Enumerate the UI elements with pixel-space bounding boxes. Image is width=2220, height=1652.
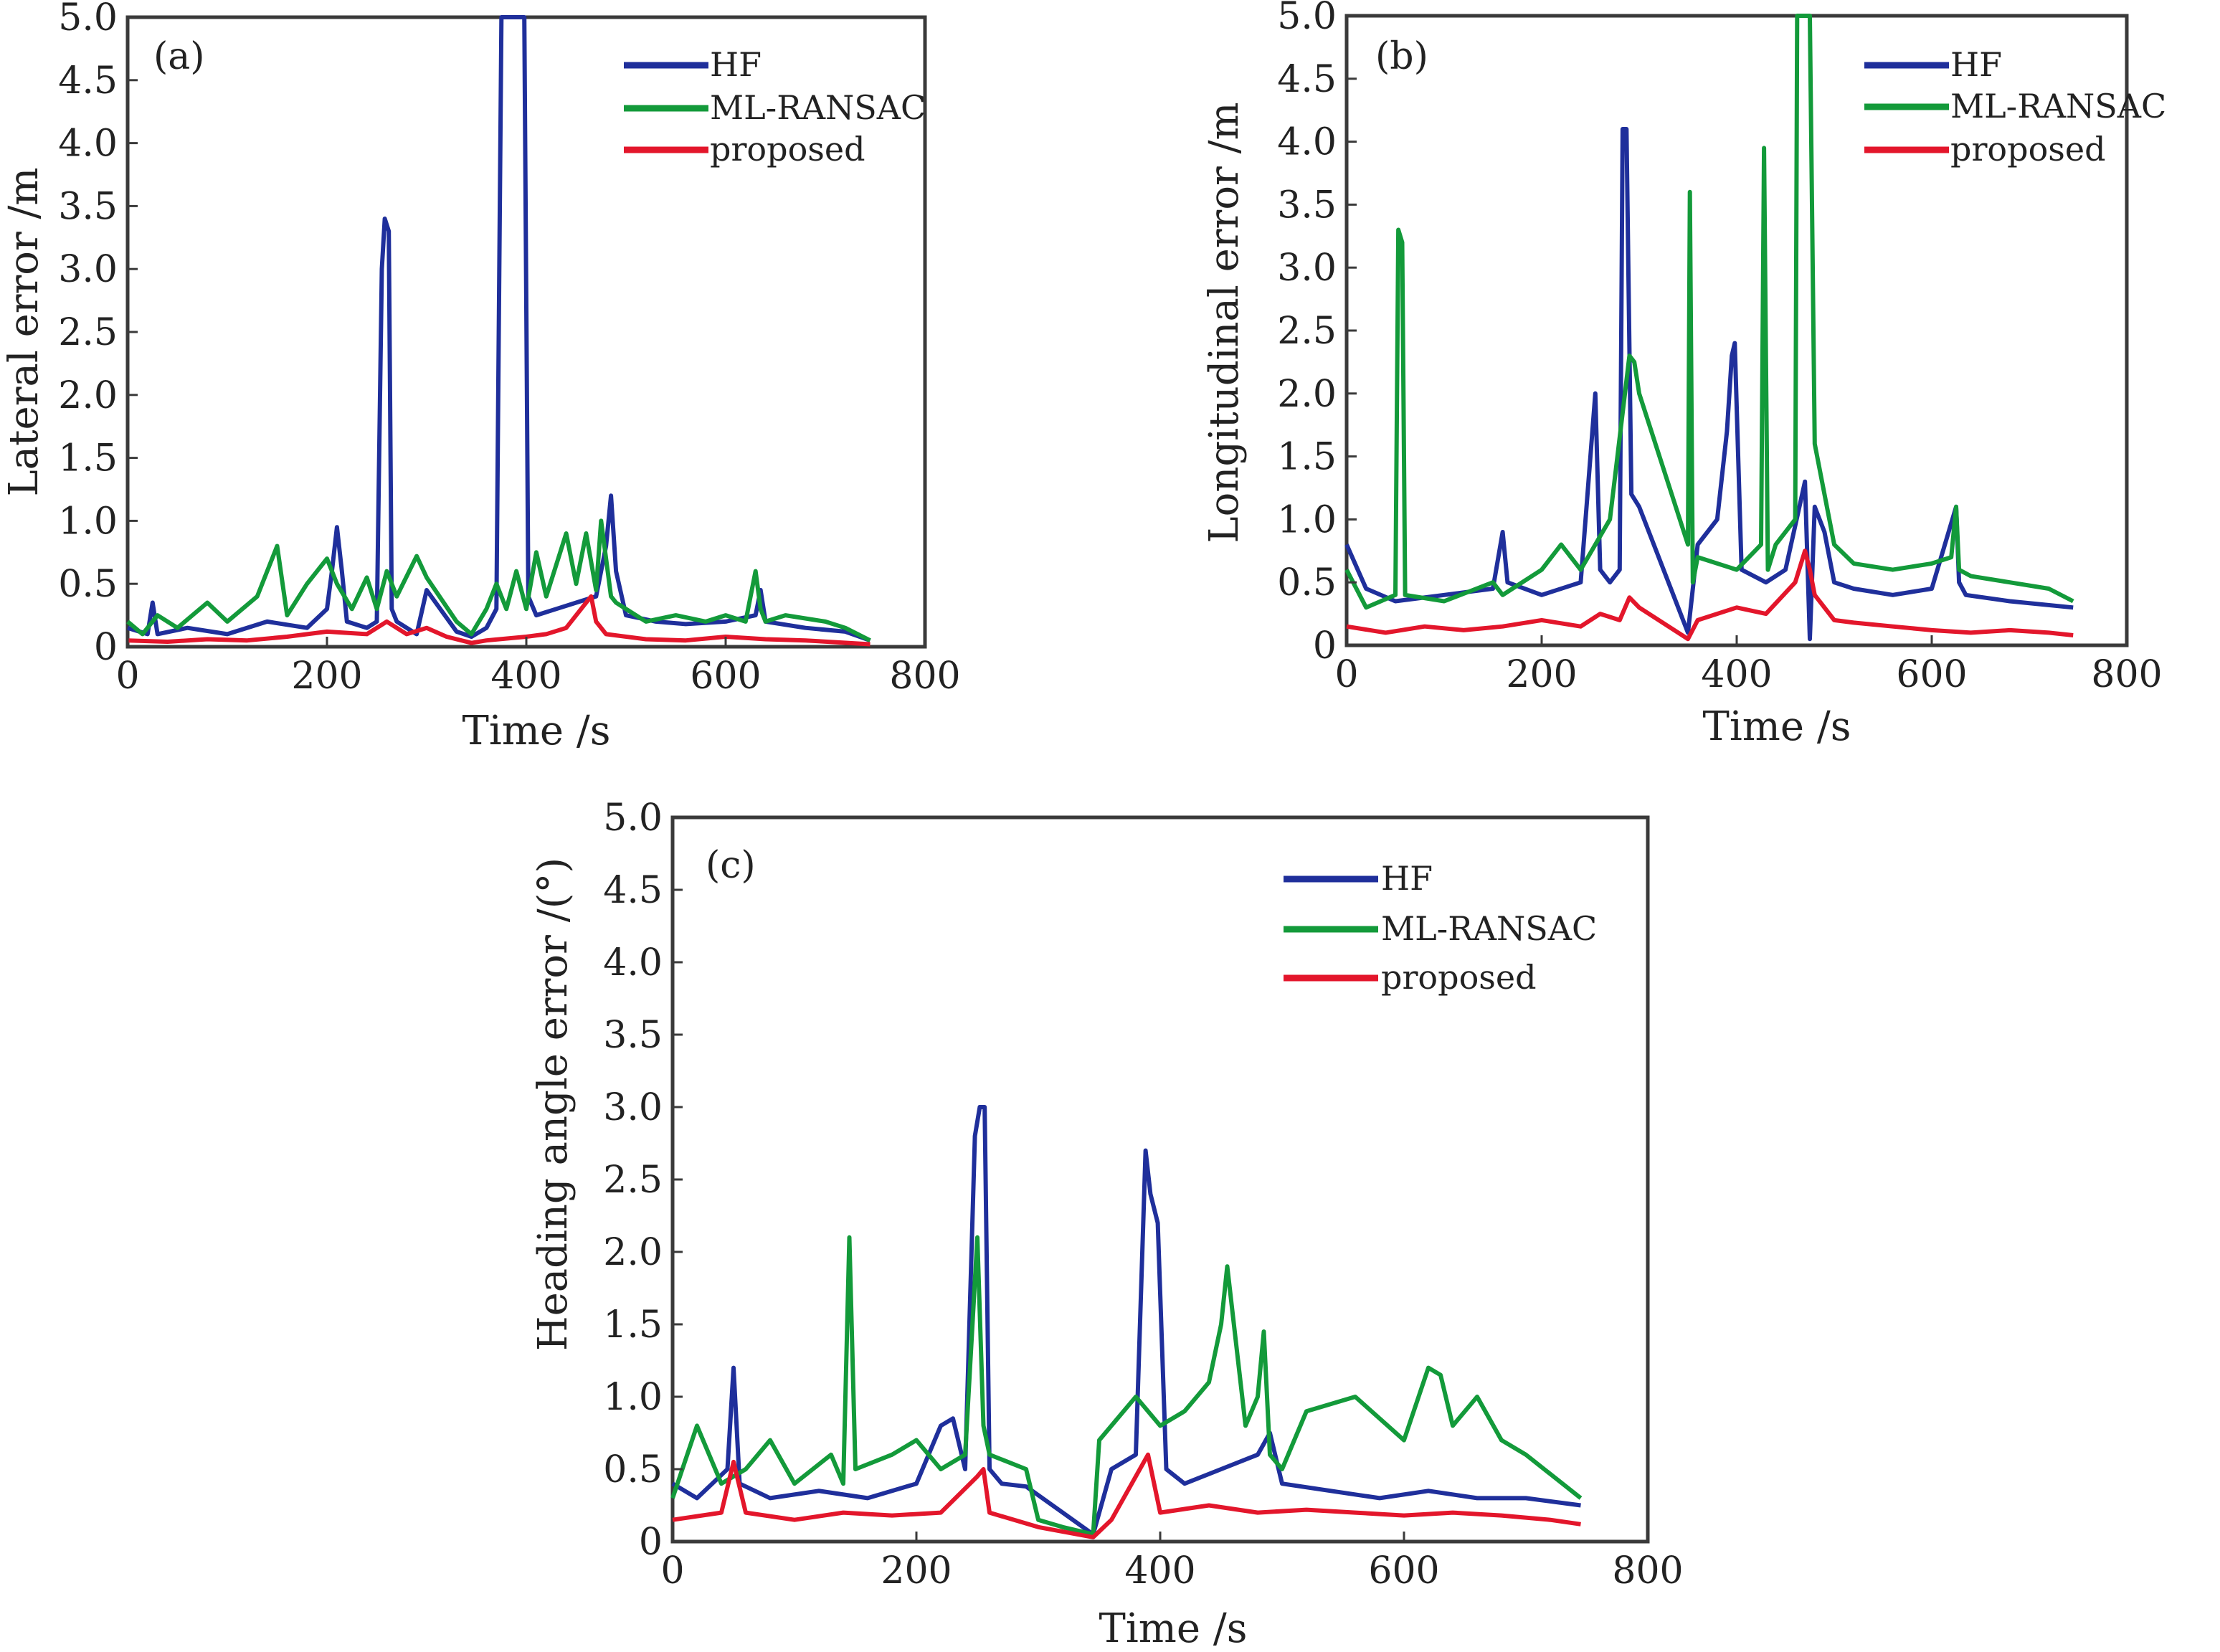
y-tick-label: 0.5	[58, 563, 118, 606]
y-tick-label: 4.0	[58, 123, 118, 166]
x-tick-label: 200	[1506, 653, 1577, 696]
y-tick-label: 0.5	[1277, 561, 1337, 604]
series-line-proposed	[1346, 549, 2074, 642]
y-tick-label: 1.5	[58, 437, 118, 480]
plot-frame	[1344, 14, 2129, 647]
series-layer	[1344, 14, 2074, 642]
y-tick-label: 4.5	[1277, 58, 1337, 101]
legend: HF ML-RANSAC proposed	[1864, 45, 2166, 168]
legend-label-proposed: proposed	[1950, 130, 2106, 168]
panel-label-c: (c)	[706, 844, 756, 887]
y-tick-label: 2.0	[1277, 373, 1337, 416]
y-tick-label: 3.5	[58, 185, 118, 228]
series-line-hf	[1344, 127, 2074, 642]
y-tick-label: 0	[94, 626, 118, 669]
x-tick-label: 400	[1124, 1549, 1195, 1592]
series-layer	[670, 1105, 1583, 1539]
x-tick-label: 400	[1701, 653, 1772, 696]
series-line-ml-ransac	[670, 1235, 1583, 1537]
y-tick-label: 1.0	[1277, 498, 1337, 541]
plot-frame	[670, 815, 1650, 1544]
tick-layer: 0 200 400 600 800 0 0.5 1.0 1.5 2.0 2.5 3.0 3.5 4.0 4.…	[58, 0, 960, 698]
y-tick-label: 4.0	[603, 941, 663, 984]
y-tick-label: 1.5	[603, 1304, 663, 1347]
tick-layer: 0 200 400 600 800 0 0.5 1.0 1.5 2.0 2.5 3.0 3.5 4.0 4.…	[1277, 0, 2162, 696]
legend-label-hf: HF	[1381, 859, 1433, 898]
y-tick-label: 3.5	[1277, 184, 1337, 227]
x-axis-label: Time /s	[463, 708, 611, 754]
x-tick-label: 600	[1368, 1549, 1439, 1592]
x-tick-label: 800	[889, 655, 960, 698]
y-tick-label: 2.5	[1277, 310, 1337, 353]
x-tick-label: 200	[881, 1549, 952, 1592]
tick-layer: 0 200 400 600 800 0 0.5 1.0 1.5 2.0 2.5 3.0 3.5 4.0 4.…	[603, 797, 1683, 1592]
y-axis-label: Heading angle error /(°)	[530, 858, 577, 1352]
x-axis-label: Time /s	[1099, 1605, 1248, 1652]
legend: HF ML-RANSAC proposed	[624, 45, 926, 168]
y-tick-label: 1.0	[58, 500, 118, 543]
y-tick-label: 1.0	[603, 1376, 663, 1419]
y-tick-label: 3.0	[603, 1086, 663, 1129]
x-tick-label: 800	[2091, 653, 2162, 696]
x-tick-label: 400	[490, 655, 561, 698]
x-tick-label: 0	[660, 1549, 684, 1592]
y-tick-label: 4.0	[1277, 121, 1337, 164]
y-axis-label: Lateral error /m	[1, 167, 47, 496]
x-tick-label: 200	[291, 655, 362, 698]
y-tick-label: 2.5	[58, 311, 118, 354]
legend: HF ML-RANSAC proposed	[1284, 859, 1597, 997]
series-layer	[126, 15, 871, 647]
series-line-ml-ransac	[1344, 14, 2074, 610]
y-tick-label: 2.0	[58, 374, 118, 417]
x-tick-label: 0	[115, 655, 139, 698]
legend-label-hf: HF	[1950, 45, 2002, 84]
chart-a: 0 200 400 600 800 0 0.5 1.0 1.5 2.0 2.5 3.0 3.5 4.0 4.…	[1, 0, 961, 754]
legend-label-ml-ransac: ML-RANSAC	[1950, 87, 2166, 125]
legend-label-ml-ransac: ML-RANSAC	[710, 88, 926, 127]
series-line-proposed	[672, 1452, 1581, 1539]
y-tick-label: 2.5	[603, 1159, 663, 1202]
y-tick-label: 5.0	[603, 797, 663, 840]
legend-label-proposed: proposed	[1381, 958, 1537, 997]
y-tick-label: 0	[639, 1521, 663, 1564]
chart-b: 0 200 400 600 800 0 0.5 1.0 1.5 2.0 2.5 3.0 3.5 4.0 4.…	[1201, 0, 2166, 750]
y-tick-label: 3.5	[603, 1014, 663, 1057]
series-line-proposed	[127, 594, 871, 647]
legend-label-proposed: proposed	[710, 130, 865, 168]
panel-label-a: (a)	[153, 35, 205, 78]
y-tick-label: 3.0	[1277, 247, 1337, 290]
y-tick-label: 0.5	[603, 1448, 663, 1491]
y-tick-label: 1.5	[1277, 436, 1337, 479]
chart-c: 0 200 400 600 800 0 0.5 1.0 1.5 2.0 2.5 3.0 3.5 4.0 4.…	[530, 797, 1684, 1652]
y-tick-label: 4.5	[58, 60, 118, 103]
series-line-ml-ransac	[126, 518, 871, 642]
series-line-hf	[671, 1105, 1581, 1537]
panel-label-b: (b)	[1375, 35, 1428, 78]
y-tick-label: 0	[1313, 625, 1337, 668]
x-tick-label: 600	[690, 655, 761, 698]
x-tick-label: 0	[1334, 653, 1358, 696]
y-axis-label: Longitudinal error /m	[1201, 102, 1248, 543]
y-tick-label: 5.0	[1277, 0, 1337, 38]
legend-label-hf: HF	[710, 45, 762, 84]
x-tick-label: 800	[1612, 1549, 1683, 1592]
x-axis-label: Time /s	[1703, 703, 1851, 750]
y-tick-label: 3.0	[58, 248, 118, 291]
y-tick-label: 4.5	[603, 869, 663, 912]
x-tick-label: 600	[1896, 653, 1967, 696]
y-tick-label: 2.0	[603, 1231, 663, 1274]
legend-label-ml-ransac: ML-RANSAC	[1381, 909, 1597, 948]
y-tick-label: 5.0	[58, 0, 118, 39]
